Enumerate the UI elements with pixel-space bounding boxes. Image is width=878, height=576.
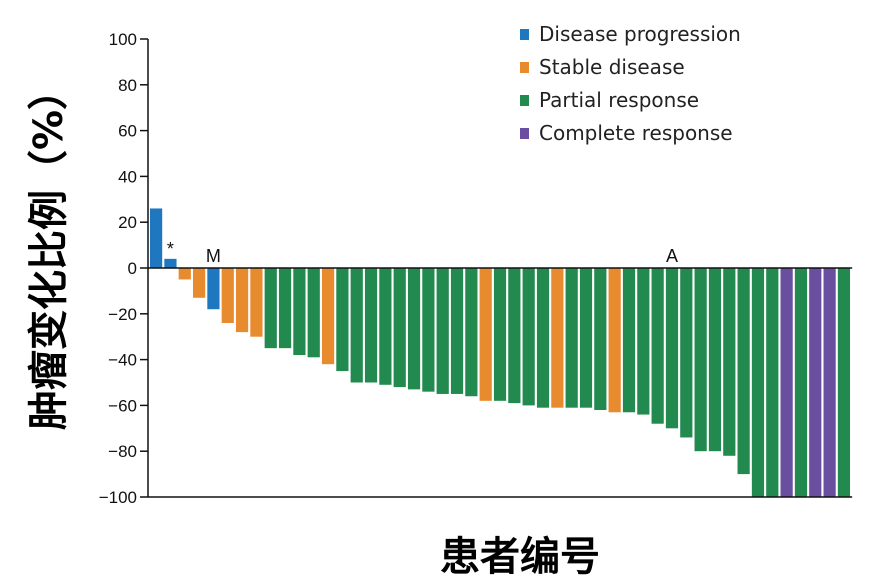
y-tick-label: −20 [108,305,137,324]
legend-label: Partial response [539,88,699,112]
bar [479,268,492,401]
bar [751,268,765,497]
legend-swatch [520,95,529,106]
legend-label: Stable disease [539,55,685,79]
bar [278,268,292,349]
bar [465,268,478,397]
bar [594,268,607,410]
bar [336,268,349,372]
bar-annotation: M [206,246,221,266]
bar [364,268,378,383]
y-tick-label: 100 [109,30,137,49]
x-axis-title: 患者编号 [440,534,600,576]
bar [436,268,449,394]
bar [809,268,822,497]
y-tick-label: −80 [108,442,137,461]
legend-label: Complete response [539,121,733,145]
bar [450,268,464,394]
bar [250,268,263,337]
bar [737,268,750,475]
bar-annotation: * [167,239,174,259]
bar [422,268,435,392]
bar [192,268,206,298]
y-tick-label: −40 [108,351,137,370]
bar [637,268,650,415]
y-tick-label: 20 [118,213,137,232]
bars [150,208,851,497]
legend-swatch [520,62,529,73]
bar [708,268,722,452]
y-tick-label: −60 [108,396,137,415]
bar [522,268,535,406]
y-tick-label: 0 [128,259,137,278]
bar [307,268,320,358]
bar [207,268,220,310]
bar [293,268,306,356]
bar [579,268,593,408]
bar [536,268,550,408]
bar [321,268,335,365]
bar [221,268,234,323]
legend-swatch [520,128,529,139]
bar [680,268,693,438]
bar-annotations: * M A [167,239,678,266]
bar [823,268,836,497]
y-axis-title: 肿瘤变化比例（%） [26,70,72,430]
bar [164,258,177,268]
y-tick-label: 80 [118,76,137,95]
bar [608,268,621,413]
bar [551,268,564,408]
bar [235,268,249,333]
bar [651,268,664,424]
y-tick-label: 40 [118,167,137,186]
legend-label: Disease progression [539,22,741,46]
bar [694,268,707,452]
bar [379,268,392,385]
bar [508,268,521,404]
bar [407,268,421,390]
bar [264,268,277,349]
y-tick-label: 60 [118,122,137,141]
y-axis-ticks: 100 80 60 40 20 0 −20 −40 −60 −80 −100 [99,30,148,507]
bar [794,268,808,497]
bar [350,268,363,383]
y-tick-label: −100 [99,488,137,507]
bar [766,268,779,497]
bar [622,268,636,413]
legend-swatch [520,29,529,40]
bar [565,268,578,408]
legend: Disease progression Stable disease Partial… [520,22,741,145]
bar [393,268,406,388]
bar [665,268,679,429]
bar [837,268,851,497]
bar [723,268,736,456]
bar-annotation: A [666,246,678,266]
bar [150,208,163,268]
bar [178,268,191,280]
bar [493,268,507,401]
bar [780,268,793,497]
